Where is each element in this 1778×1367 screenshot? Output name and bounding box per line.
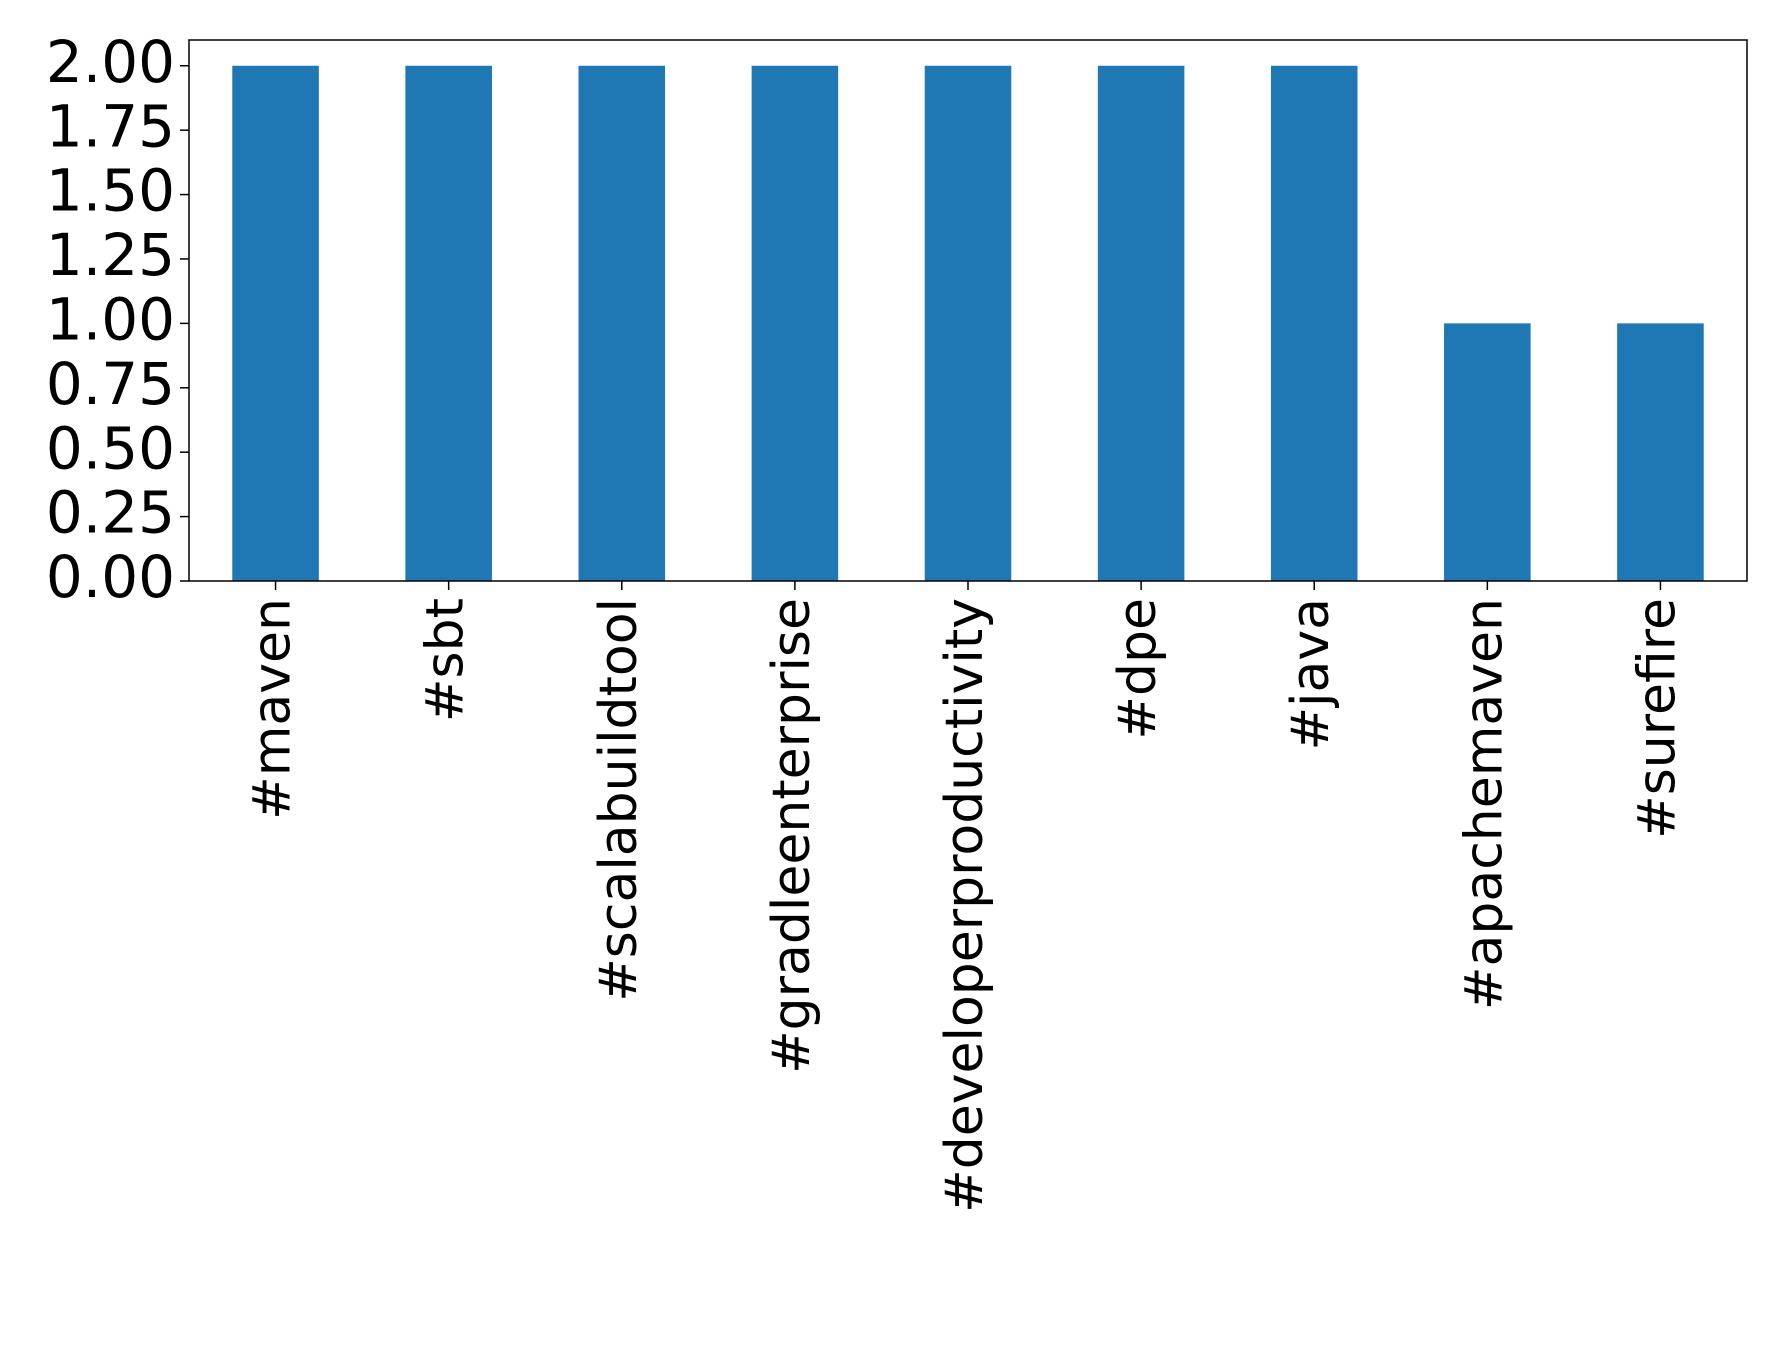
- x-tick-label: #dpe: [1108, 598, 1168, 740]
- y-tick-label: 1.25: [46, 221, 175, 289]
- y-tick-label: 2.00: [46, 28, 175, 96]
- x-tick-label: #scalabuildtool: [589, 598, 649, 1002]
- x-tick-label: #maven: [243, 598, 303, 820]
- bar: [578, 65, 666, 581]
- y-tick-label: 1.00: [46, 285, 175, 353]
- bar: [405, 65, 492, 581]
- y-tick-label: 0.25: [46, 479, 175, 547]
- y-tick-label: 0.75: [46, 350, 175, 418]
- x-tick-label: #developerproductivity: [935, 598, 995, 1213]
- bar: [232, 65, 319, 581]
- bar: [751, 65, 839, 581]
- bar: [1444, 323, 1531, 581]
- x-tick-label: #apachemaven: [1454, 598, 1514, 1010]
- x-tick-label: #gradleenterprise: [762, 598, 822, 1074]
- y-tick-label: 0.50: [46, 414, 175, 482]
- x-tick-label: #surefire: [1627, 598, 1687, 839]
- bar: [1617, 323, 1704, 581]
- bar: [924, 65, 1012, 581]
- y-tick-label: 0.00: [46, 543, 175, 611]
- bar: [1097, 65, 1185, 581]
- bar: [1270, 65, 1358, 581]
- plot-frame: [188, 39, 1748, 582]
- y-tick-label: 1.75: [46, 92, 175, 160]
- x-tick-label: #sbt: [416, 598, 476, 722]
- y-tick-label: 1.50: [46, 157, 175, 225]
- x-tick-label: #java: [1281, 598, 1341, 751]
